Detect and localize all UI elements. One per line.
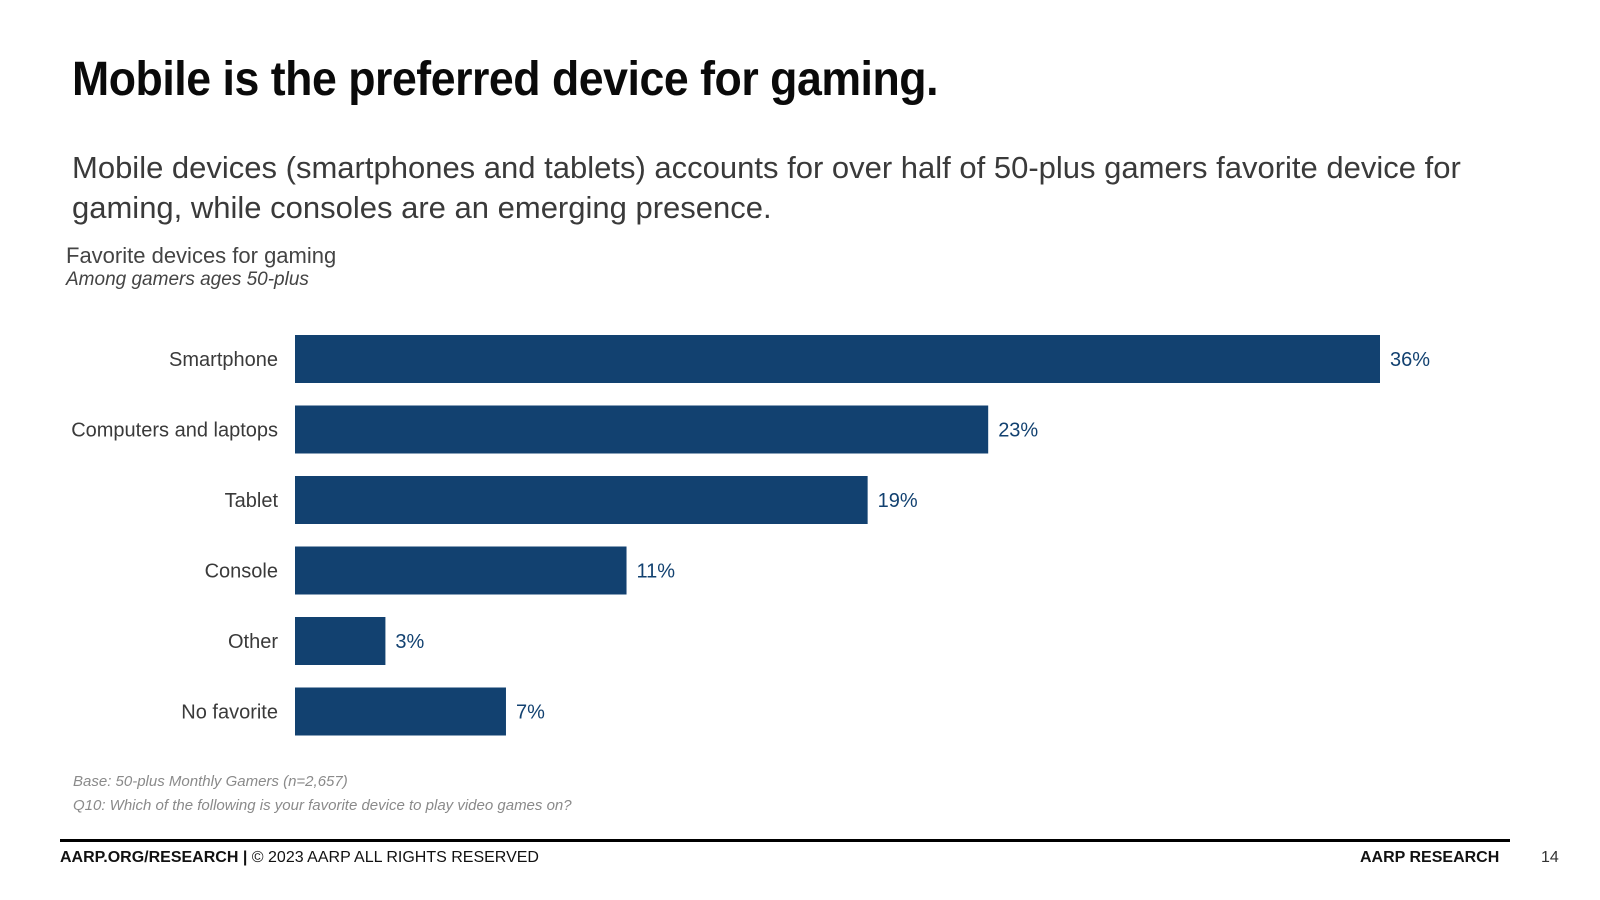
base-note: Base: 50-plus Monthly Gamers (n=2,657) [73,773,348,790]
slide-subtitle: Mobile devices (smartphones and tablets)… [72,150,1461,225]
category-label-computers-and-laptops: Computers and laptops [71,420,278,442]
value-label-computers-and-laptops: 23% [998,420,1038,442]
bar-tablet [295,476,868,524]
category-label-no-favorite: No favorite [181,702,278,724]
value-label-no-favorite: 7% [516,702,545,724]
value-label-other: 3% [395,631,424,653]
value-label-smartphone: 36% [1390,349,1430,371]
footer-copyright: © 2023 AARP ALL RIGHTS RESERVED [251,849,539,866]
footer-brand: AARP RESEARCH [1360,849,1500,866]
bar-console [295,546,627,595]
footer-divider [60,839,1510,842]
question-note: Q10: Which of the following is your favo… [73,797,572,814]
chart-subtitle: Among gamers ages 50-plus [66,269,309,290]
category-label-console: Console [205,561,278,583]
footer-separator: | [238,849,252,866]
value-label-console: 11% [637,561,676,583]
value-label-tablet: 19% [878,490,918,512]
bar-computers-and-laptops [295,405,989,454]
footer-left: AARP.ORG/RESEARCH | © 2023 AARP ALL RIGH… [60,849,539,867]
category-label-tablet: Tablet [225,490,279,512]
category-label-smartphone: Smartphone [169,349,278,371]
bar-other [295,617,386,665]
footer-site-link[interactable]: AARP.ORG/RESEARCH [60,849,239,866]
page-number: 14 [1541,849,1559,866]
slide-title: Mobile is the preferred device for gamin… [72,53,939,106]
chart-title: Favorite devices for gaming [66,243,337,268]
bar-no-favorite [295,687,506,736]
category-label-other: Other [228,631,278,653]
bar-smartphone [295,335,1380,383]
